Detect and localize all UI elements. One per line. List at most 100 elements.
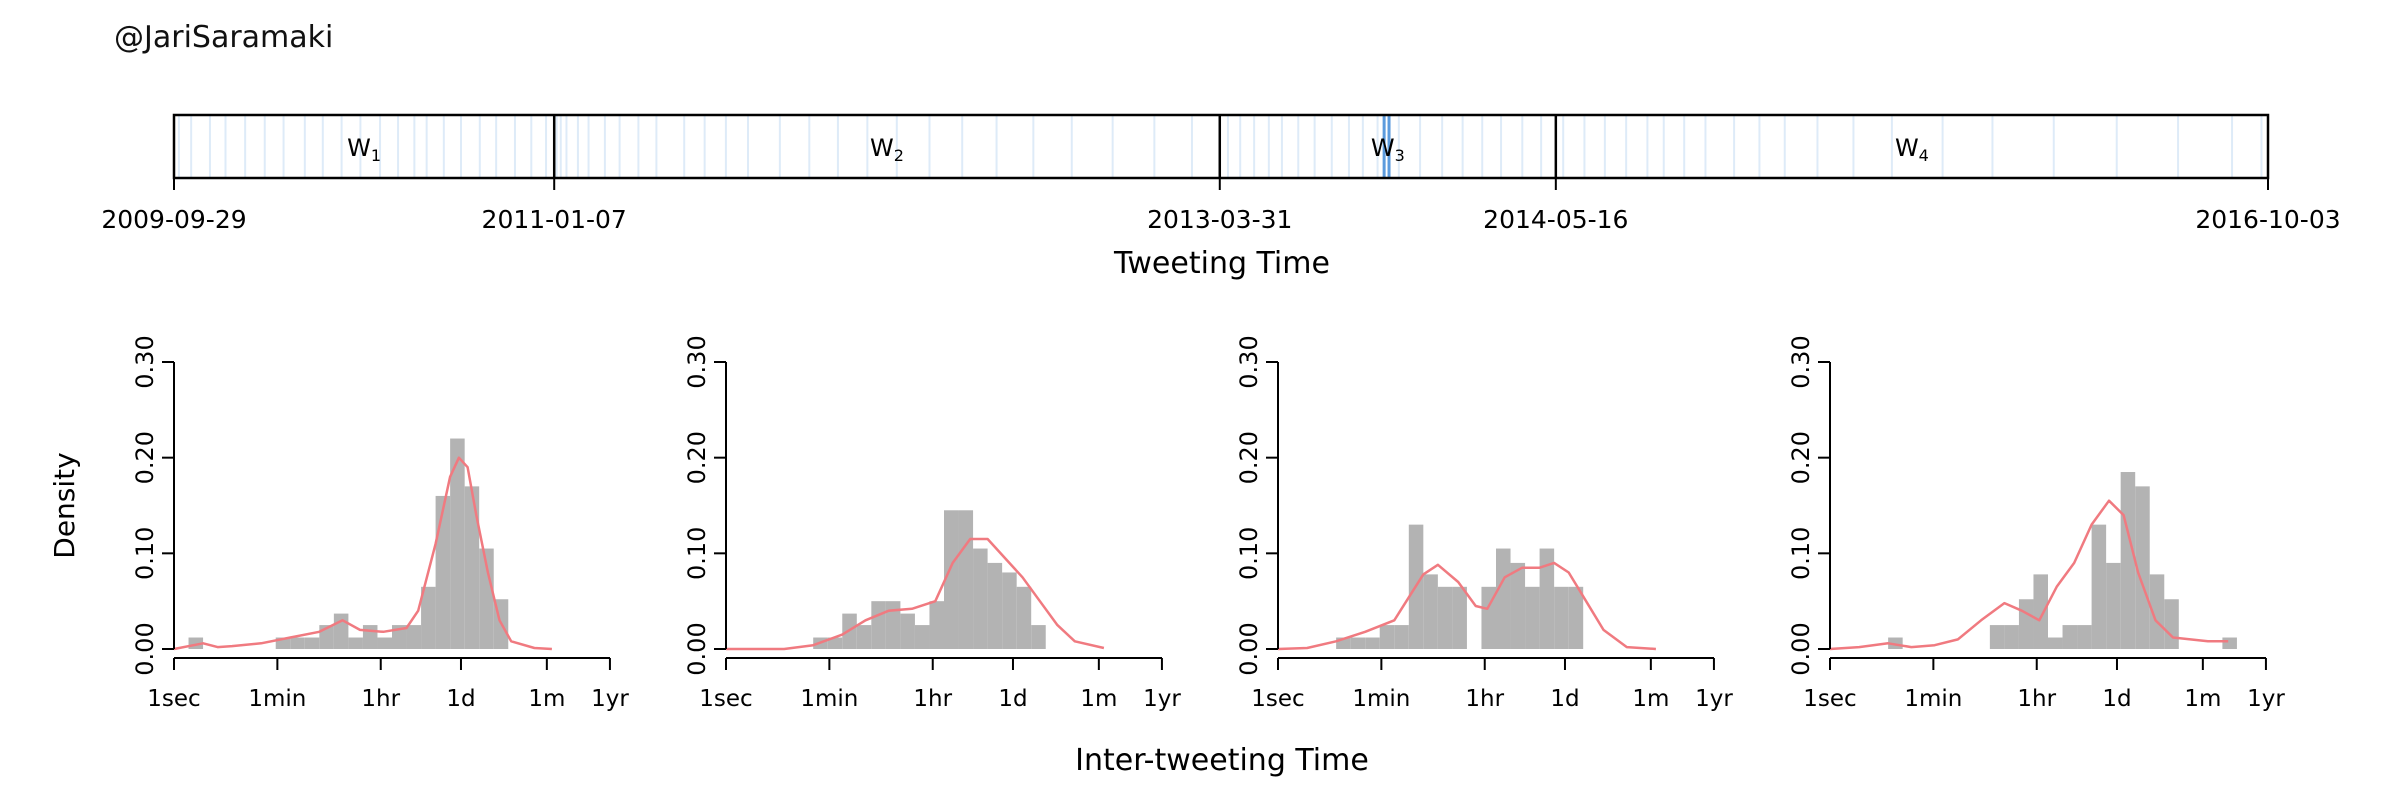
x-tick-label: 1m (1632, 686, 1669, 712)
y-tick-label: 0.00 (131, 622, 159, 675)
histogram-bar (1016, 586, 1032, 649)
histogram-bar (348, 637, 363, 649)
histogram-bar (1554, 586, 1569, 649)
x-tick-label: 1min (800, 686, 858, 712)
y-tick-label: 0.20 (1787, 431, 1815, 484)
y-tick-label: 0.20 (1235, 431, 1263, 484)
y-tick-label: 0.20 (131, 431, 159, 484)
y-tick-label: 0.30 (683, 335, 711, 388)
histogram-bar (1539, 548, 1555, 649)
x-tick-label: 1yr (1143, 686, 1181, 712)
histogram-bar (856, 625, 872, 649)
histogram-bar (1481, 586, 1496, 649)
histogram-bar (362, 625, 378, 649)
histogram-bar (2149, 574, 2165, 649)
date-tick-label: 2009-09-29 (101, 205, 246, 234)
histogram-bar (914, 625, 930, 649)
histogram-bar (2106, 562, 2121, 649)
histogram-bar (929, 601, 944, 649)
window-label: W3 (1371, 134, 1405, 165)
histogram-w2: 0.00 0.10 0.20 0.30 1sec 1min 1hr 1d 1m 1yr (683, 335, 1181, 712)
x-tick-label: 1d (1550, 686, 1579, 712)
histogram-bar (188, 637, 204, 649)
x-tick-label: 1m (2184, 686, 2221, 712)
density-curve (1829, 499, 2229, 651)
y-tick-label: 0.00 (1787, 622, 1815, 675)
histogram-bar (2222, 637, 2237, 649)
x-tick-label: 1sec (1803, 686, 1856, 712)
histogram-bar (885, 601, 901, 649)
x-tick-label: 1sec (147, 686, 200, 712)
histogram-bar (435, 495, 451, 649)
histogram-bar (2164, 599, 2179, 649)
histogram-bar (2062, 625, 2078, 649)
histogram-bar (827, 637, 843, 649)
histogram-bar (1379, 625, 1395, 649)
histogram-bar (944, 510, 959, 649)
timeline-xlabel: Tweeting Time (1113, 246, 1330, 281)
x-tick-label: 1yr (1695, 686, 1733, 712)
histogram-bar (1394, 625, 1409, 649)
x-tick-label: 1min (1352, 686, 1410, 712)
histogram-bar (1568, 586, 1584, 649)
x-tick-label: 1hr (913, 686, 952, 712)
density-curve (173, 456, 552, 651)
window-label: W2 (870, 134, 904, 165)
x-tick-label: 1yr (591, 686, 629, 712)
histogram-bar (275, 637, 291, 649)
x-tick-label: 1hr (361, 686, 400, 712)
histogram-bar (1365, 637, 1380, 649)
histogram-bar (421, 586, 436, 649)
x-tick-label: 1d (2102, 686, 2131, 712)
histogram-bar (2077, 625, 2092, 649)
date-tick-label: 2013-03-31 (1147, 205, 1292, 234)
y-tick-label: 0.10 (683, 527, 711, 580)
histogram-bar (1423, 574, 1438, 649)
histogram-bar (479, 548, 494, 649)
y-axis-label: Density (48, 452, 81, 558)
y-tick-label: 0.00 (1235, 622, 1263, 675)
shared-xlabel: Inter-tweeting Time (1075, 743, 1369, 778)
histogram-bar (2033, 574, 2048, 649)
y-tick-label: 0.00 (683, 622, 711, 675)
histogram-bar (290, 637, 305, 649)
date-tick-label: 2016-10-03 (2195, 205, 2340, 234)
histogram-bar (450, 438, 465, 649)
histogram-bar (2048, 637, 2063, 649)
histogram-bar (304, 637, 320, 649)
histogram-w3: 0.00 0.10 0.20 0.30 1sec 1min 1hr 1d 1m 1yr (1235, 335, 1733, 712)
histogram-bar (1452, 586, 1467, 649)
date-tick-label: 2014-05-16 (1483, 205, 1628, 234)
x-tick-label: 1sec (1251, 686, 1304, 712)
date-tick-label: 2011-01-07 (482, 205, 627, 234)
histogram-bar (973, 548, 988, 649)
x-tick-label: 1d (446, 686, 475, 712)
histogram-panels: 0.00 0.10 0.20 0.30 Density 1sec 1min 1hr 1d 1m 1y… (48, 335, 2285, 712)
density-curve (726, 537, 1105, 651)
histogram-bar (1437, 586, 1453, 649)
histogram-bar (406, 625, 422, 649)
y-tick-label: 0.20 (683, 431, 711, 484)
histogram-bar (333, 613, 349, 649)
y-tick-label: 0.10 (1235, 527, 1263, 580)
histogram-bar (1002, 572, 1017, 649)
histogram-bar (1510, 562, 1526, 649)
histogram-bar (1525, 586, 1540, 649)
window-label: W4 (1895, 134, 1929, 165)
histogram-bar (2091, 524, 2107, 649)
histogram-bar (1336, 637, 1351, 649)
window-label: W1 (347, 134, 381, 165)
histogram-bar (900, 613, 915, 649)
histogram-bar (1496, 548, 1511, 649)
histogram-bar (464, 486, 480, 649)
x-tick-label: 1m (1080, 686, 1117, 712)
histogram-bar (1031, 625, 1046, 649)
x-tick-label: 1d (998, 686, 1027, 712)
x-tick-label: 1m (528, 686, 565, 712)
histogram-bar (2135, 486, 2150, 649)
histogram-bar (392, 625, 407, 649)
histogram-w4: 0.00 0.10 0.20 0.30 1sec 1min 1hr 1d 1m 1yr (1787, 335, 2285, 712)
histogram-bar (987, 562, 1003, 649)
histogram-bar (1989, 625, 2005, 649)
